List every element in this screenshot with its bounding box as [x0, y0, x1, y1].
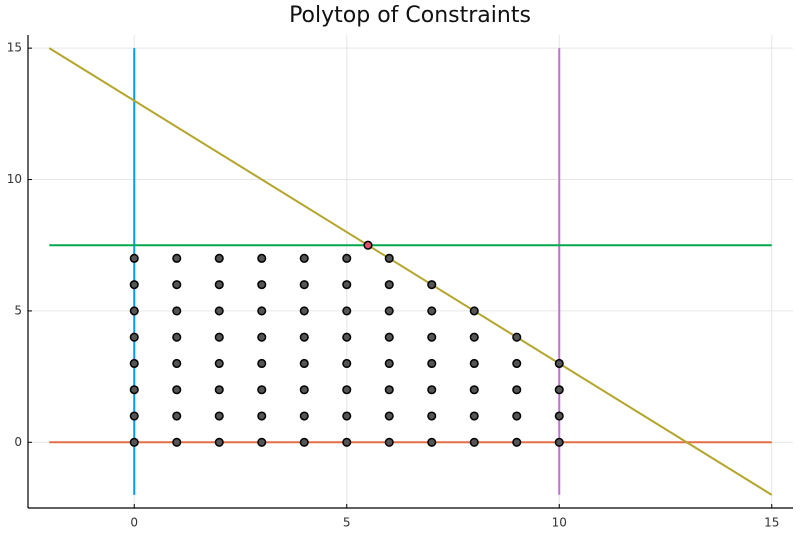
point — [384, 280, 394, 290]
point — [512, 358, 522, 369]
point — [214, 437, 224, 447]
point — [384, 253, 394, 263]
point — [214, 358, 224, 369]
point — [257, 358, 267, 369]
point — [129, 358, 139, 369]
point — [172, 411, 182, 421]
point — [427, 437, 437, 447]
point — [257, 437, 267, 447]
point — [172, 385, 182, 395]
point — [384, 411, 394, 421]
chart-title: Polytop of Constraints — [289, 3, 531, 28]
point — [512, 385, 522, 395]
x-tick-label: 10 — [552, 516, 567, 530]
point — [299, 411, 309, 421]
y-tick-label: 0 — [14, 435, 22, 449]
point — [342, 332, 352, 342]
point — [512, 332, 522, 342]
point — [512, 411, 522, 421]
x-tick-label: 0 — [130, 516, 138, 530]
point — [342, 437, 352, 447]
point — [214, 253, 224, 263]
point — [427, 280, 437, 290]
point — [129, 385, 139, 395]
point — [299, 306, 309, 316]
point — [257, 253, 267, 263]
point — [257, 306, 267, 316]
point — [129, 332, 139, 342]
point — [554, 385, 564, 395]
point — [427, 385, 437, 395]
point — [469, 385, 479, 395]
point — [469, 306, 479, 316]
point — [299, 385, 309, 395]
point — [172, 253, 182, 263]
point — [129, 253, 139, 263]
y-tick-label: 10 — [7, 172, 22, 186]
point — [427, 332, 437, 342]
point — [342, 358, 352, 369]
point — [342, 385, 352, 395]
point — [469, 437, 479, 447]
point — [554, 358, 564, 369]
point — [129, 437, 139, 447]
point — [129, 280, 139, 290]
point — [469, 411, 479, 421]
point — [214, 280, 224, 290]
y-tick-label: 15 — [7, 41, 22, 55]
point — [299, 253, 309, 263]
point — [384, 358, 394, 369]
point — [469, 332, 479, 342]
point — [172, 332, 182, 342]
point — [172, 306, 182, 316]
line — [48, 47, 773, 496]
point — [384, 332, 394, 342]
point — [257, 385, 267, 395]
point — [342, 306, 352, 316]
point — [214, 306, 224, 316]
point — [172, 358, 182, 369]
point — [554, 437, 564, 447]
point — [214, 332, 224, 342]
point — [427, 306, 437, 316]
point — [257, 280, 267, 290]
point — [299, 280, 309, 290]
point — [257, 332, 267, 342]
point — [427, 358, 437, 369]
point — [469, 358, 479, 369]
point — [257, 411, 267, 421]
x-tick-label: 15 — [764, 516, 779, 530]
point — [342, 253, 352, 263]
point — [384, 437, 394, 447]
x-tick-label: 5 — [343, 516, 351, 530]
point — [427, 411, 437, 421]
point — [554, 411, 564, 421]
point — [299, 332, 309, 342]
point — [214, 385, 224, 395]
point — [299, 358, 309, 369]
point — [172, 437, 182, 447]
y-tick-label: 5 — [14, 303, 22, 317]
point — [512, 437, 522, 447]
point — [342, 280, 352, 290]
point — [384, 385, 394, 395]
point — [384, 306, 394, 316]
point — [214, 411, 224, 421]
point — [172, 280, 182, 290]
point — [129, 411, 139, 421]
point — [129, 306, 139, 316]
point — [342, 411, 352, 421]
point — [363, 240, 373, 250]
point — [299, 437, 309, 447]
